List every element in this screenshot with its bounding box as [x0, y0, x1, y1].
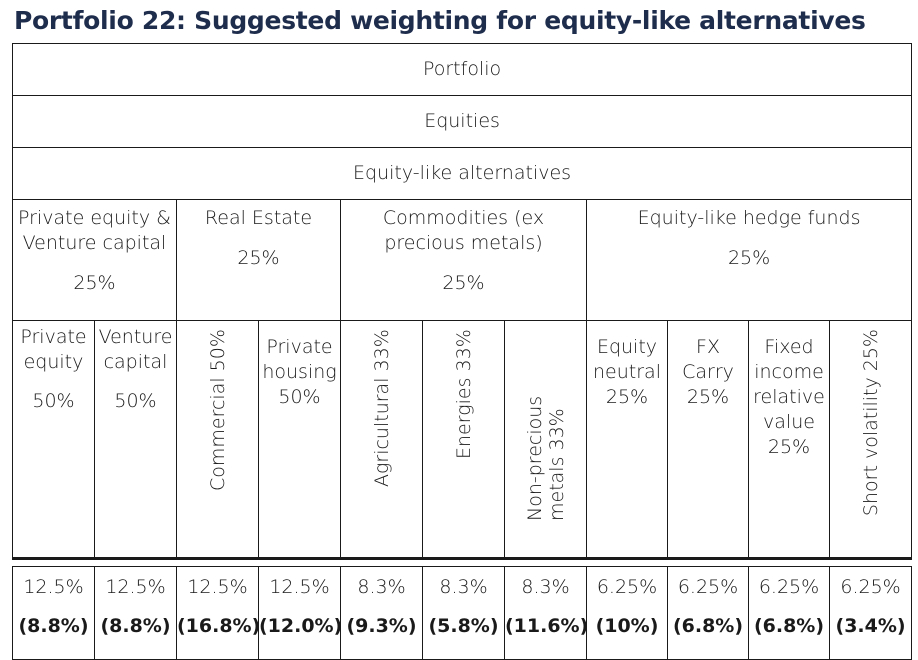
weight-value: 6.25%: [758, 576, 820, 598]
group-hedge-funds: Equity-like hedge funds 25%: [585, 199, 913, 321]
sub-venture-capital: Venture capital 50%: [94, 320, 177, 559]
sub-label: Private housing 50%: [262, 336, 337, 408]
group-real-estate: Real Estate 25%: [176, 199, 341, 321]
sub-label: Non-precious metals 33%: [523, 395, 568, 521]
sub-label: Private equity: [20, 326, 87, 373]
contribution-value: (6.8%): [753, 615, 825, 637]
group-label: Real Estate: [204, 207, 313, 229]
weight-value: 8.3%: [439, 576, 488, 598]
contribution-value: (10%): [595, 615, 659, 637]
contribution-value: (16.8%): [177, 615, 261, 637]
contribution-value: (8.8%): [18, 615, 89, 637]
separator-row: [12, 557, 912, 567]
sub-pct: 50%: [32, 390, 75, 412]
group-pct: 25%: [237, 247, 280, 269]
weights-row: 12.5% (8.8%) 12.5% (8.8%) 12.5% (16.8%) 12.5% (…: [12, 566, 913, 660]
sub-agricultural: Agricultural 33%: [340, 320, 423, 559]
group-pct: 25%: [727, 247, 771, 269]
sub-label: Short volatility 25%: [859, 329, 882, 517]
weight-cell: 12.5% (8.8%): [94, 566, 177, 660]
contribution-value: (3.4%): [835, 615, 906, 637]
group-label: Private equity & Venture capital: [18, 207, 171, 254]
equities-cell: Equities: [11, 95, 913, 148]
group-pct: 25%: [442, 272, 485, 294]
alternatives-cell: Equity-like alternatives: [11, 147, 913, 200]
weight-cell: 6.25% (10%): [586, 566, 668, 660]
weight-value: 8.3%: [521, 576, 570, 598]
sub-label: FX Carry 25%: [682, 336, 734, 408]
contribution-value: (9.3%): [346, 615, 417, 637]
group-pct: 25%: [73, 272, 116, 294]
sub-energies: Energies 33%: [422, 320, 505, 559]
sub-fx-carry: FX Carry 25%: [667, 320, 749, 559]
contribution-value: (12.0%): [259, 615, 343, 637]
group-private-equity: Private equity & Venture capital 25%: [12, 199, 177, 321]
portfolio-cell: Portfolio: [11, 43, 913, 96]
weight-cell: 8.3% (5.8%): [422, 566, 505, 660]
sub-label: Fixed income relative value 25%: [753, 336, 825, 458]
group-label: Equity-like hedge funds: [637, 207, 861, 229]
sub-label: Agricultural 33%: [370, 329, 393, 487]
sub-pct: 50%: [114, 390, 157, 412]
sub-label: Equity neutral 25%: [593, 336, 661, 408]
weighting-table: Portfolio Equities Equity-like alternati…: [11, 43, 913, 660]
group-label: Commodities (ex precious metals): [382, 207, 545, 254]
contribution-value: (5.8%): [428, 615, 499, 637]
weight-value: 12.5%: [23, 576, 84, 598]
sub-short-volatility: Short volatility 25%: [828, 320, 913, 559]
weight-value: 12.5%: [187, 576, 248, 598]
sub-label: Venture capital: [98, 326, 173, 373]
sub-commercial: Commercial 50%: [176, 320, 259, 559]
weight-cell: 6.25% (6.8%): [748, 566, 830, 660]
weight-cell: 12.5% (12.0%): [258, 566, 343, 660]
weight-value: 12.5%: [269, 576, 330, 598]
weight-cell: 12.5% (8.8%): [12, 566, 95, 660]
contribution-value: (11.6%): [505, 615, 589, 637]
weight-value: 6.25%: [840, 576, 901, 598]
weight-value: 6.25%: [596, 576, 658, 598]
weight-cell: 6.25% (3.4%): [828, 566, 913, 660]
sub-non-precious-metals: Non-precious metals 33%: [504, 320, 587, 559]
group-commodities: Commodities (ex precious metals) 25%: [340, 199, 587, 321]
weight-cell: 6.25% (6.8%): [667, 566, 749, 660]
contribution-value: (8.8%): [100, 615, 171, 637]
sub-equity-neutral: Equity neutral 25%: [586, 320, 668, 559]
sub-label: Commercial 50%: [206, 329, 229, 491]
weight-value: 12.5%: [105, 576, 166, 598]
sub-label: Energies 33%: [452, 329, 475, 459]
weight-value: 6.25%: [677, 576, 739, 598]
weight-cell: 8.3% (11.6%): [504, 566, 589, 660]
contribution-value: (6.8%): [672, 615, 744, 637]
sub-private-housing: Private housing 50%: [258, 320, 341, 559]
weight-value: 8.3%: [357, 576, 406, 598]
sub-private-equity: Private equity 50%: [12, 320, 95, 559]
weight-cell: 8.3% (9.3%): [340, 566, 423, 660]
weight-cell: 12.5% (16.8%): [176, 566, 261, 660]
page-title: Portfolio 22: Suggested weighting for eq…: [14, 6, 866, 35]
sub-fixed-income: Fixed income relative value 25%: [748, 320, 830, 559]
